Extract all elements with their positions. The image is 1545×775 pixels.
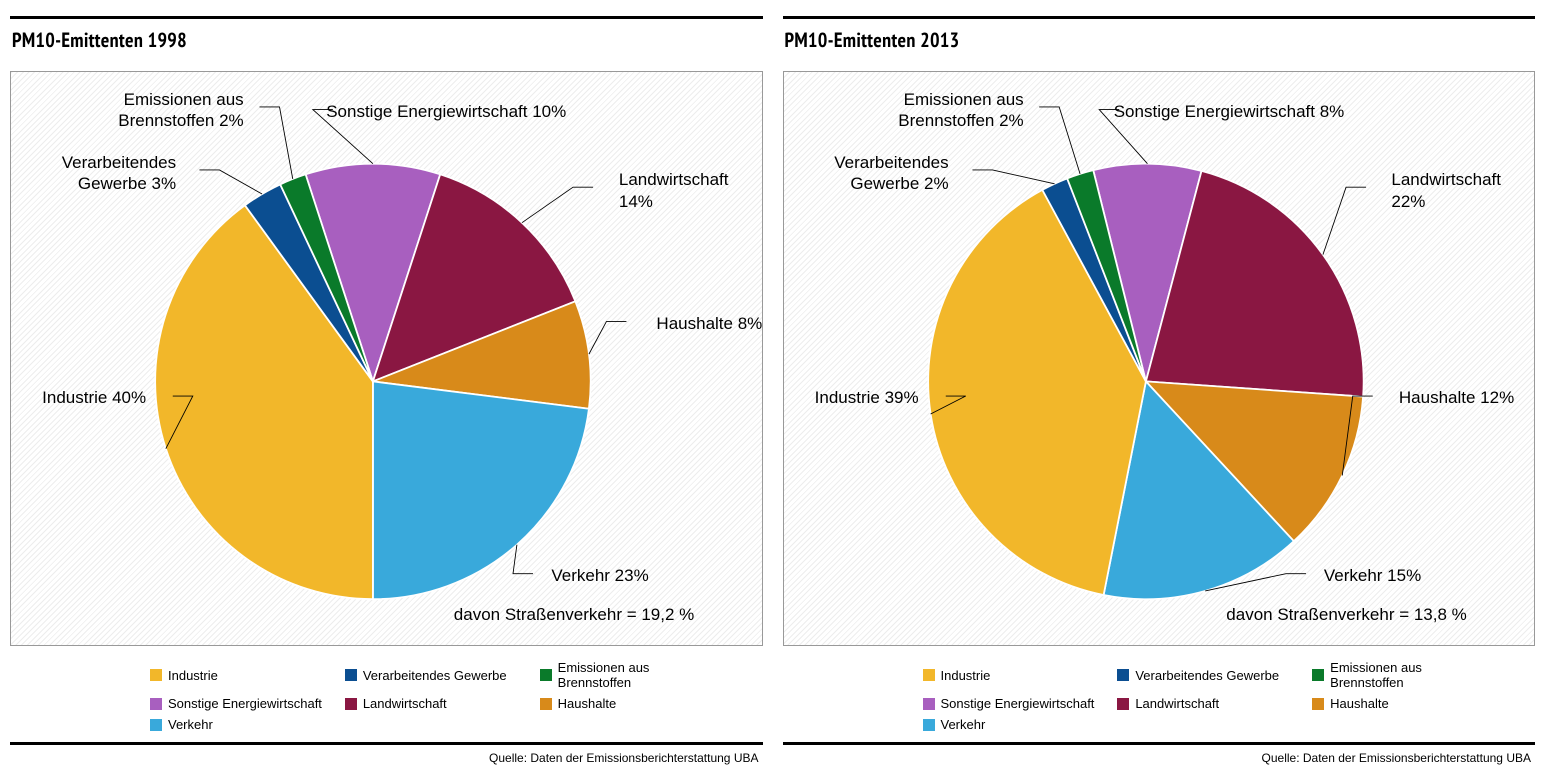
legend-2013: Industrie Verarbeitendes Gewerbe Emissione… — [783, 650, 1536, 745]
legend-label: Industrie — [941, 668, 991, 683]
slice-label-verkehr: Verkehr 23% — [551, 565, 648, 586]
slice-label-haushalte: Haushalte 8% — [656, 313, 762, 334]
legend-swatch — [540, 669, 552, 681]
legend-label: Emissionen aus Brennstoffen — [558, 660, 723, 690]
slice-label-landwirtschaft: Landwirtschaft14% — [619, 169, 729, 212]
leader-line — [199, 170, 262, 194]
top-rule — [10, 16, 763, 19]
legend-label: Industrie — [168, 668, 218, 683]
legend-item-emissionen_brennstoffe: Emissionen aus Brennstoffen — [540, 660, 723, 690]
slice-label-verarbeitendes_gewerbe: VerarbeitendesGewerbe 3% — [62, 152, 176, 195]
leader-line — [522, 187, 593, 223]
leader-line — [589, 322, 627, 355]
legend-swatch — [923, 669, 935, 681]
slice-label-haushalte: Haushalte 12% — [1399, 387, 1514, 408]
slice-label-sonstige_energiewirtschaft: Sonstige Energiewirtschaft 10% — [326, 101, 566, 122]
panel-2013: PM10-Emittenten 2013 Sonstige Energiewir… — [773, 0, 1545, 775]
legend-item-industrie: Industrie — [923, 660, 1106, 690]
legend-item-emissionen_brennstoffe: Emissionen aus Brennstoffen — [1312, 660, 1495, 690]
legend-swatch — [1312, 698, 1324, 710]
leader-line — [972, 170, 1054, 184]
source-caption-2013: Quelle: Daten der Emissionsberichterstat… — [783, 751, 1536, 765]
legend-label: Verarbeitendes Gewerbe — [1135, 668, 1279, 683]
legend-item-landwirtschaft: Landwirtschaft — [1117, 696, 1300, 711]
legend-swatch — [150, 669, 162, 681]
legend-label: Verkehr — [941, 717, 986, 732]
legend-swatch — [150, 719, 162, 731]
legend-label: Sonstige Energiewirtschaft — [168, 696, 322, 711]
legend-label: Sonstige Energiewirtschaft — [941, 696, 1095, 711]
legend-item-sonstige_energiewirtschaft: Sonstige Energiewirtschaft — [150, 696, 333, 711]
slice-label-industrie: Industrie 40% — [42, 387, 146, 408]
legend-label: Landwirtschaft — [1135, 696, 1219, 711]
legend-swatch — [1117, 698, 1129, 710]
legend-swatch — [923, 698, 935, 710]
legend-item-verkehr: Verkehr — [150, 717, 333, 732]
legend-item-industrie: Industrie — [150, 660, 333, 690]
chart-title-2013: PM10-Emittenten 2013 — [785, 27, 1536, 53]
legend-item-verkehr: Verkehr — [923, 717, 1106, 732]
source-caption-1998: Quelle: Daten der Emissionsberichterstat… — [10, 751, 763, 765]
legend-swatch — [540, 698, 552, 710]
slice-label-landwirtschaft: Landwirtschaft22% — [1391, 169, 1501, 212]
legend-item-sonstige_energiewirtschaft: Sonstige Energiewirtschaft — [923, 696, 1106, 711]
leader-line — [259, 107, 292, 179]
legend-1998: Industrie Verarbeitendes Gewerbe Emissione… — [10, 650, 763, 745]
slice-label-verarbeitendes_gewerbe: VerarbeitendesGewerbe 2% — [834, 152, 948, 195]
top-rule — [783, 16, 1536, 19]
legend-label: Haushalte — [558, 696, 617, 711]
legend-item-verarbeitendes_gewerbe: Verarbeitendes Gewerbe — [1117, 660, 1300, 690]
legend-item-haushalte: Haushalte — [1312, 696, 1495, 711]
slice-label-emissionen_brennstoffe: Emissionen ausBrennstoffen 2% — [118, 89, 243, 132]
slice-label-sonstige_energiewirtschaft: Sonstige Energiewirtschaft 8% — [1114, 101, 1345, 122]
legend-swatch — [345, 698, 357, 710]
pie-plot-2013: Sonstige Energiewirtschaft 8% Emissionen … — [783, 71, 1536, 646]
legend-swatch — [1117, 669, 1129, 681]
legend-item-landwirtschaft: Landwirtschaft — [345, 696, 528, 711]
legend-label: Landwirtschaft — [363, 696, 447, 711]
legend-swatch — [150, 698, 162, 710]
sublabel-strassenverkehr: davon Straßenverkehr = 13,8 % — [1226, 605, 1467, 625]
legend-label: Verarbeitendes Gewerbe — [363, 668, 507, 683]
slice-label-industrie: Industrie 39% — [815, 387, 919, 408]
pie-plot-1998: Sonstige Energiewirtschaft 10% Emissionen… — [10, 71, 763, 646]
leader-line — [1322, 187, 1365, 254]
legend-item-verarbeitendes_gewerbe: Verarbeitendes Gewerbe — [345, 660, 528, 690]
chart-pair: PM10-Emittenten 1998 Sonstige Energiewir… — [0, 0, 1545, 775]
legend-label: Verkehr — [168, 717, 213, 732]
legend-swatch — [345, 669, 357, 681]
legend-label: Haushalte — [1330, 696, 1389, 711]
slice-label-emissionen_brennstoffe: Emissionen ausBrennstoffen 2% — [898, 89, 1023, 132]
legend-swatch — [1312, 669, 1324, 681]
sublabel-strassenverkehr: davon Straßenverkehr = 19,2 % — [454, 605, 695, 625]
leader-line — [1039, 107, 1080, 174]
legend-label: Emissionen aus Brennstoffen — [1330, 660, 1495, 690]
chart-title-1998: PM10-Emittenten 1998 — [12, 27, 763, 53]
panel-1998: PM10-Emittenten 1998 Sonstige Energiewir… — [0, 0, 773, 775]
leader-line — [513, 545, 533, 574]
legend-swatch — [923, 719, 935, 731]
slice-label-verkehr: Verkehr 15% — [1324, 565, 1421, 586]
legend-item-haushalte: Haushalte — [540, 696, 723, 711]
